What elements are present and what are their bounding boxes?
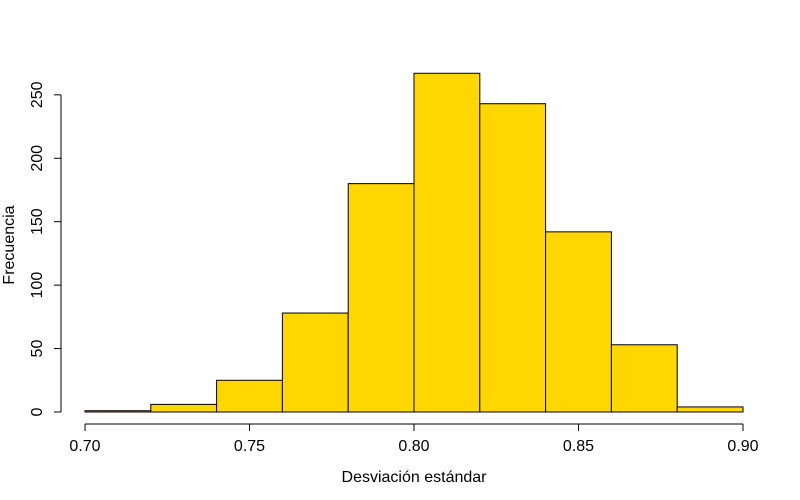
histogram-bar [347, 183, 415, 413]
y-tick-label: 0 [29, 407, 46, 416]
histogram-bar [413, 72, 481, 413]
histogram-bar [281, 312, 349, 413]
y-axis: 0 50 100 150 200 250 [29, 81, 62, 416]
x-tick-label: 0.70 [69, 438, 100, 455]
histogram-bar [150, 403, 218, 413]
y-tick-label: 250 [29, 81, 46, 108]
x-tick-label: 0.75 [234, 438, 265, 455]
histogram-bar [84, 410, 152, 413]
histogram-bar [479, 103, 547, 413]
y-axis-label: Frecuencia [1, 205, 18, 284]
histogram-bar [545, 231, 612, 413]
y-tick-label: 150 [29, 208, 46, 235]
y-tick-label: 200 [29, 145, 46, 172]
x-tick-label: 0.90 [727, 438, 758, 455]
histogram-bars [84, 72, 744, 413]
y-tick-label: 50 [29, 340, 46, 358]
histogram-bar [216, 379, 283, 413]
y-tick-label: 100 [29, 272, 46, 299]
histogram-bar [676, 406, 744, 413]
histogram-bar [610, 344, 678, 413]
x-axis-label: Desviación estándar [342, 469, 488, 486]
x-axis: 0.70 0.75 0.80 0.85 0.90 [69, 423, 759, 455]
x-tick-label: 0.80 [398, 438, 429, 455]
x-tick-label: 0.85 [563, 438, 594, 455]
